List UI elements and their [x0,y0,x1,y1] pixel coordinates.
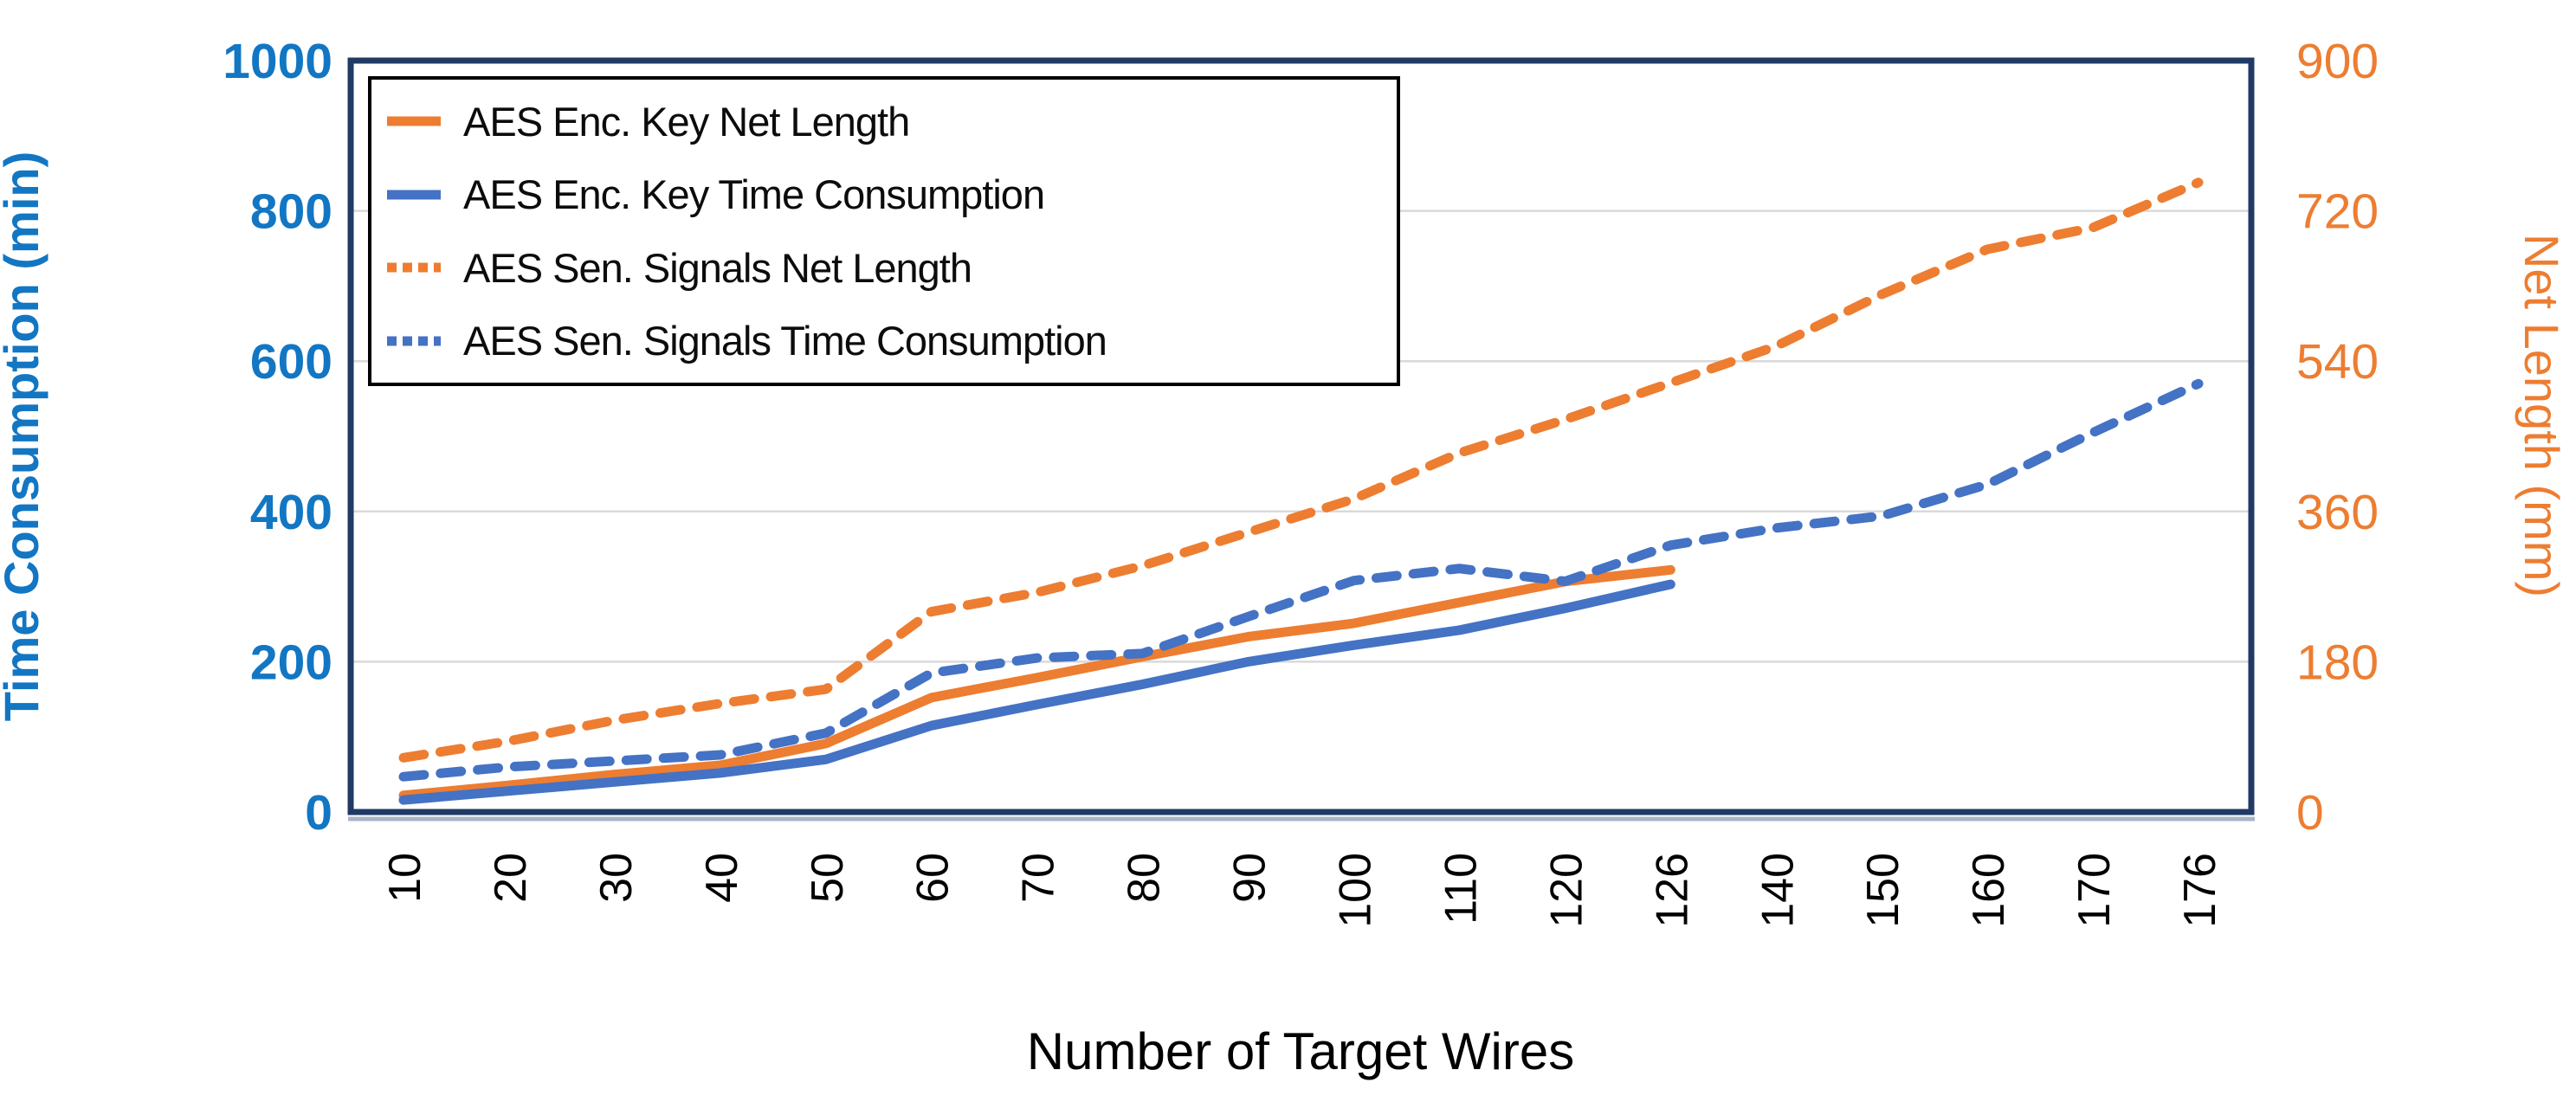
legend-label: AES Sen. Signals Net Length [463,244,972,291]
legend-label: AES Sen. Signals Time Consumption [463,318,1107,364]
y-right-tick-label: 900 [2296,34,2379,89]
y-left-tick-label: 800 [250,184,332,240]
x-tick-label: 70 [1014,853,1064,903]
x-tick-label: 90 [1225,853,1275,903]
x-tick-label: 160 [1964,853,2014,928]
series-line-aes-enc-key-time-consumption [398,579,1675,805]
y-axis-right-tick-labels: 0 180 360 540 720 900 [2296,34,2379,841]
x-tick-label: 140 [1753,853,1803,928]
y-right-tick-label: 720 [2296,184,2379,240]
x-tick-label: 150 [1858,853,1908,928]
series-line-aes-sen-signals-net-length [398,177,2204,763]
legend-item: AES Sen. Signals Net Length [385,248,1388,288]
y-right-tick-label: 180 [2296,635,2379,690]
x-tick-label: 40 [697,853,747,903]
y-right-tick-label: 540 [2296,334,2379,390]
series-lines [398,177,2204,805]
solid-line-swatch [387,190,441,200]
legend-item: AES Enc. Key Net Length [385,101,1388,142]
series-line-aes-sen-signals-time-consumption [398,378,2204,782]
x-tick-label: 50 [803,853,853,903]
y-right-tick-label: 360 [2296,485,2379,540]
x-tick-label: 126 [1647,853,1697,928]
dashed-line-swatch [387,336,441,346]
y-axis-left-title: Time Consumption (min) [0,151,48,722]
x-axis-title: Number of Target Wires [1027,1022,1574,1080]
y-left-tick-label: 400 [250,485,332,540]
y-right-tick-label: 0 [2296,785,2324,841]
x-tick-label: 120 [1541,853,1591,928]
legend-label: AES Enc. Key Net Length [463,98,910,145]
x-tick-label: 176 [2175,853,2225,928]
x-tick-label: 80 [1120,853,1170,903]
legend-item: AES Enc. Key Time Consumption [385,174,1388,215]
legend-label: AES Enc. Key Time Consumption [463,171,1045,218]
legend-item: AES Sen. Signals Time Consumption [385,320,1388,361]
x-tick-label: 20 [486,853,536,903]
x-tick-label: 60 [908,853,959,903]
series-line-aes-enc-key-net-length [398,564,1675,801]
x-axis-tick-labels: 10 20 30 40 50 60 70 80 90 100 110 120 126 140 150 160 1… [380,853,2225,928]
y-axis-left-tick-labels: 0 200 400 600 800 1000 [223,34,332,841]
plot-area-border [347,57,2255,815]
solid-line-swatch [387,116,441,126]
x-tick-label: 10 [380,853,430,903]
x-tick-label: 170 [2069,853,2120,928]
y-left-tick-label: 1000 [223,34,332,89]
dashed-line-swatch [387,262,441,273]
y-axis-right-title: Net Length (mm) [2515,234,2569,597]
x-tick-label: 110 [1436,853,1486,925]
y-left-tick-label: 200 [250,635,332,690]
y-left-tick-label: 600 [250,334,332,390]
legend: AES Enc. Key Net Length AES Enc. Key Time… [368,76,1400,386]
y-left-tick-label: 0 [305,785,332,841]
x-tick-label: 30 [591,853,642,903]
x-tick-label: 100 [1330,853,1380,928]
